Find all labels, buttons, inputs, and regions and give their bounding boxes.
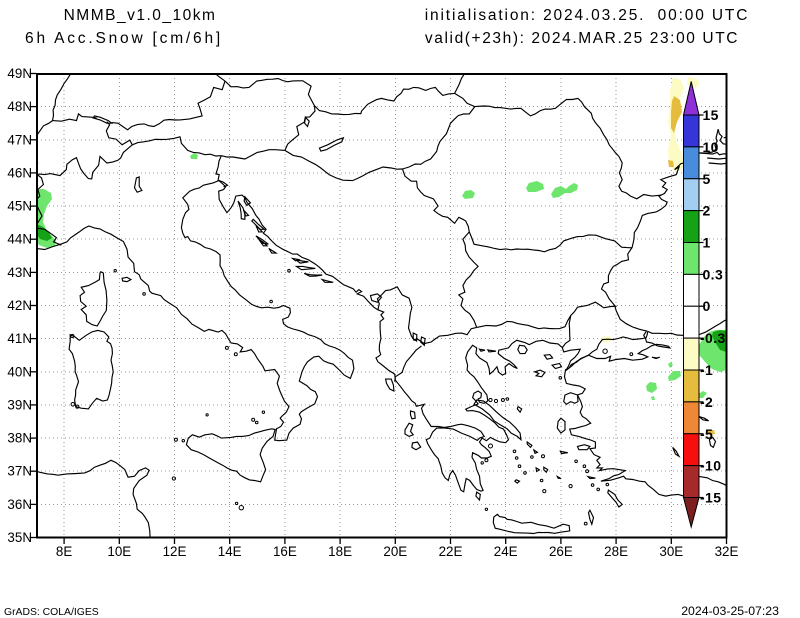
- svg-text:30E: 30E: [659, 544, 683, 559]
- svg-text:valid(+23h): 2024.MAR.25 23:00: valid(+23h): 2024.MAR.25 23:00 UTC: [425, 30, 739, 47]
- svg-text:initialisation: 2024.03.25. 0: initialisation: 2024.03.25. 00:00 UTC: [425, 7, 749, 24]
- svg-text:14E: 14E: [218, 544, 242, 559]
- svg-text:6h Acc.Snow [cm/6h]: 6h Acc.Snow [cm/6h]: [25, 30, 223, 47]
- svg-text:49N: 49N: [7, 66, 32, 81]
- svg-text:47N: 47N: [7, 132, 32, 147]
- svg-text:-15: -15: [700, 490, 721, 506]
- svg-text:45N: 45N: [7, 199, 32, 214]
- svg-text:43N: 43N: [7, 265, 32, 280]
- svg-text:2024-03-25-07:23: 2024-03-25-07:23: [681, 604, 779, 618]
- svg-text:10E: 10E: [107, 544, 131, 559]
- svg-text:10: 10: [703, 139, 719, 155]
- svg-text:1: 1: [703, 235, 711, 251]
- svg-text:16E: 16E: [273, 544, 297, 559]
- svg-text:2: 2: [703, 203, 711, 219]
- svg-text:42N: 42N: [7, 298, 32, 313]
- svg-text:GrADS: COLA/IGES: GrADS: COLA/IGES: [4, 607, 99, 618]
- svg-text:0.3: 0.3: [703, 266, 724, 282]
- svg-text:5: 5: [703, 171, 711, 187]
- svg-text:28E: 28E: [604, 544, 628, 559]
- svg-text:24E: 24E: [494, 544, 518, 559]
- svg-text:15: 15: [703, 107, 719, 123]
- svg-text:20E: 20E: [383, 544, 407, 559]
- svg-text:-10: -10: [700, 458, 721, 474]
- svg-text:35N: 35N: [7, 530, 32, 545]
- svg-text:-2: -2: [700, 394, 713, 410]
- svg-text:22E: 22E: [439, 544, 463, 559]
- svg-text:38N: 38N: [7, 431, 32, 446]
- svg-text:NMMB_v1.0_10km: NMMB_v1.0_10km: [64, 7, 217, 24]
- svg-text:40N: 40N: [7, 364, 32, 379]
- svg-text:36N: 36N: [7, 497, 32, 512]
- svg-text:26E: 26E: [549, 544, 573, 559]
- svg-text:-1: -1: [700, 362, 713, 378]
- svg-text:37N: 37N: [7, 464, 32, 479]
- svg-text:18E: 18E: [328, 544, 352, 559]
- svg-text:0: 0: [703, 298, 711, 314]
- svg-text:44N: 44N: [7, 232, 32, 247]
- svg-text:-5: -5: [700, 426, 713, 442]
- svg-text:46N: 46N: [7, 165, 32, 180]
- svg-text:48N: 48N: [7, 99, 32, 114]
- svg-text:32E: 32E: [715, 544, 739, 559]
- svg-text:-0.3: -0.3: [700, 330, 726, 346]
- svg-text:41N: 41N: [7, 331, 32, 346]
- svg-text:12E: 12E: [163, 544, 187, 559]
- svg-text:39N: 39N: [7, 397, 32, 412]
- svg-text:8E: 8E: [56, 544, 72, 559]
